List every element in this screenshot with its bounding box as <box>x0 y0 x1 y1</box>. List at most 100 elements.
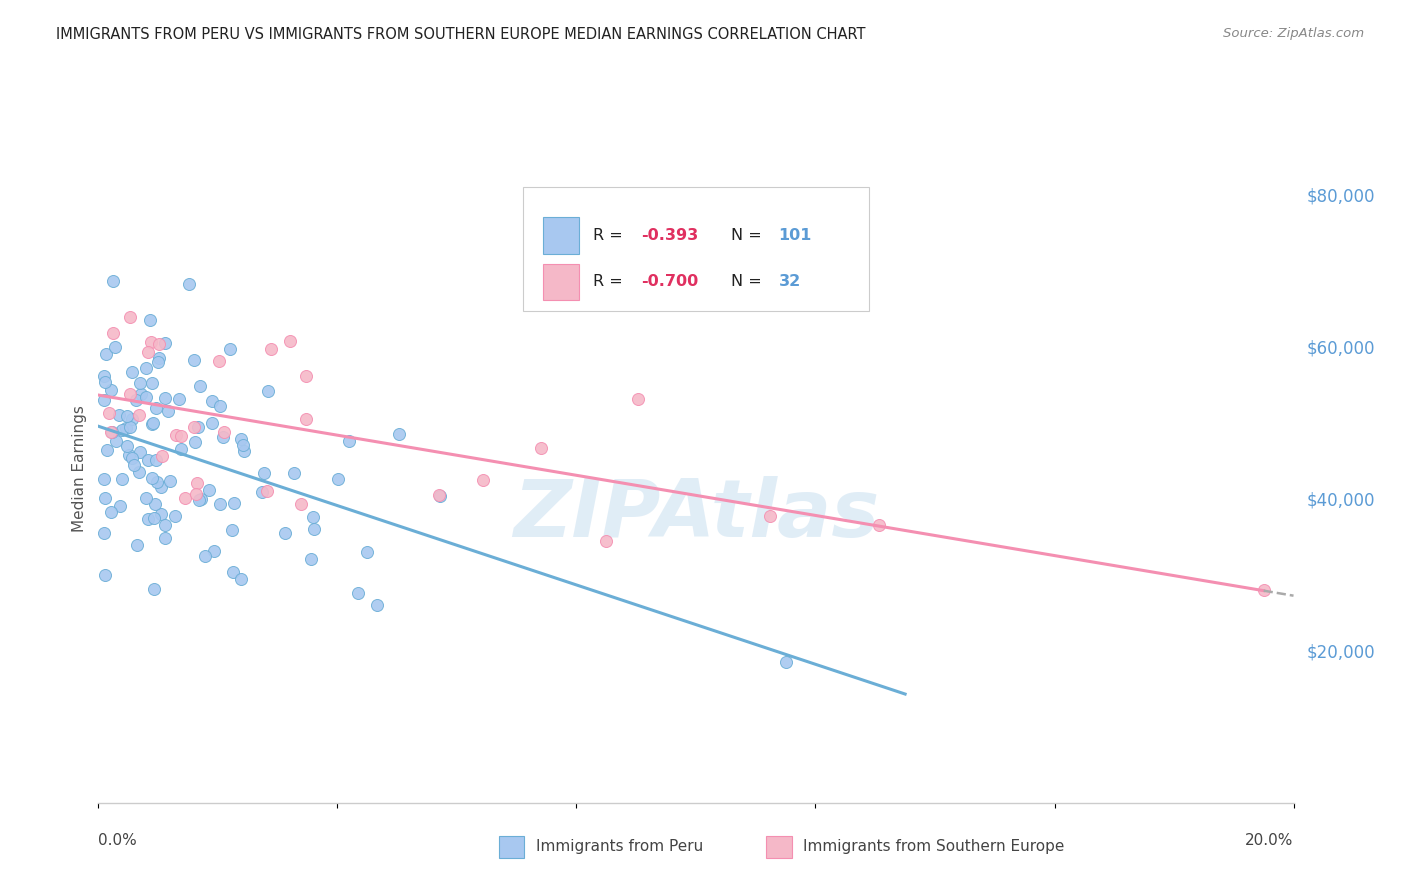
Point <box>233 444 256 458</box>
Point <box>93 525 115 540</box>
Point <box>295 368 318 383</box>
Point <box>98 407 121 421</box>
Point <box>100 383 122 397</box>
Point <box>208 353 231 368</box>
Point <box>120 387 142 401</box>
Point <box>366 598 388 612</box>
Point <box>212 425 235 440</box>
Text: R =: R = <box>593 275 628 290</box>
Point <box>136 344 159 359</box>
Point <box>183 353 205 368</box>
Point <box>103 326 125 340</box>
Point <box>222 565 245 579</box>
Point <box>145 401 167 415</box>
Point <box>188 379 211 393</box>
Point <box>111 423 134 437</box>
Point <box>129 376 152 390</box>
Text: Source: ZipAtlas.com: Source: ZipAtlas.com <box>1223 27 1364 40</box>
Point <box>337 434 360 449</box>
Point <box>231 572 253 586</box>
Point <box>184 487 207 501</box>
Point <box>868 517 890 532</box>
Point <box>142 416 165 430</box>
Point <box>260 343 283 357</box>
Y-axis label: Median Earnings: Median Earnings <box>72 405 87 532</box>
Point <box>202 544 225 558</box>
Point <box>93 491 115 505</box>
Point <box>232 438 254 452</box>
Point <box>145 475 167 489</box>
Point <box>328 472 350 486</box>
Text: IMMIGRANTS FROM PERU VS IMMIGRANTS FROM SOUTHERN EUROPE MEDIAN EARNINGS CORRELAT: IMMIGRANTS FROM PERU VS IMMIGRANTS FROM … <box>56 27 866 42</box>
Point <box>128 465 150 479</box>
Point <box>356 545 378 559</box>
Point <box>131 386 153 401</box>
Point <box>302 523 325 537</box>
Point <box>229 432 252 446</box>
Point <box>100 425 122 439</box>
Point <box>256 484 278 499</box>
Point <box>111 472 134 486</box>
Point <box>224 496 246 510</box>
Point <box>93 472 115 486</box>
Point <box>118 310 141 324</box>
Point <box>136 453 159 467</box>
Point <box>125 393 148 408</box>
Point <box>283 467 305 481</box>
Point <box>295 412 318 426</box>
Point <box>174 491 197 505</box>
Point <box>149 507 172 521</box>
Text: R =: R = <box>593 227 628 243</box>
Point <box>256 384 278 398</box>
Point <box>221 523 243 537</box>
Point <box>170 442 193 457</box>
Point <box>101 275 124 289</box>
Point <box>201 416 224 430</box>
Point <box>150 449 173 463</box>
Text: -0.393: -0.393 <box>641 227 699 243</box>
Point <box>188 493 211 508</box>
Point <box>194 549 217 563</box>
Point <box>145 453 167 467</box>
Text: 20.0%: 20.0% <box>1246 833 1294 848</box>
Point <box>93 369 115 384</box>
Text: Immigrants from Peru: Immigrants from Peru <box>536 839 703 855</box>
Point <box>118 448 141 462</box>
Text: 0.0%: 0.0% <box>98 833 138 848</box>
Point <box>156 404 179 418</box>
Point <box>149 479 172 493</box>
Point <box>302 509 325 524</box>
Point <box>208 498 231 512</box>
Point <box>141 417 163 431</box>
Point <box>153 531 176 545</box>
Point <box>117 409 139 423</box>
Point <box>148 337 170 351</box>
Point <box>121 412 143 426</box>
Text: N =: N = <box>731 227 766 243</box>
Point <box>218 343 240 357</box>
Text: Immigrants from Southern Europe: Immigrants from Southern Europe <box>803 839 1064 855</box>
Point <box>108 409 131 423</box>
FancyBboxPatch shape <box>523 187 869 311</box>
Text: 32: 32 <box>779 275 800 290</box>
Point <box>184 434 207 449</box>
Point <box>198 483 221 497</box>
Point <box>128 444 150 458</box>
Point <box>427 488 450 502</box>
Point <box>167 392 190 407</box>
Point <box>274 526 297 541</box>
Point <box>153 392 176 406</box>
Point <box>136 511 159 525</box>
Point <box>104 340 127 354</box>
Point <box>141 335 163 350</box>
Point <box>347 585 370 599</box>
Point <box>94 567 117 582</box>
Text: 101: 101 <box>779 227 811 243</box>
Point <box>290 497 312 511</box>
Point <box>775 655 797 669</box>
FancyBboxPatch shape <box>543 217 579 253</box>
Point <box>211 430 233 444</box>
Point <box>128 408 150 422</box>
Point <box>143 497 166 511</box>
Point <box>115 421 138 435</box>
